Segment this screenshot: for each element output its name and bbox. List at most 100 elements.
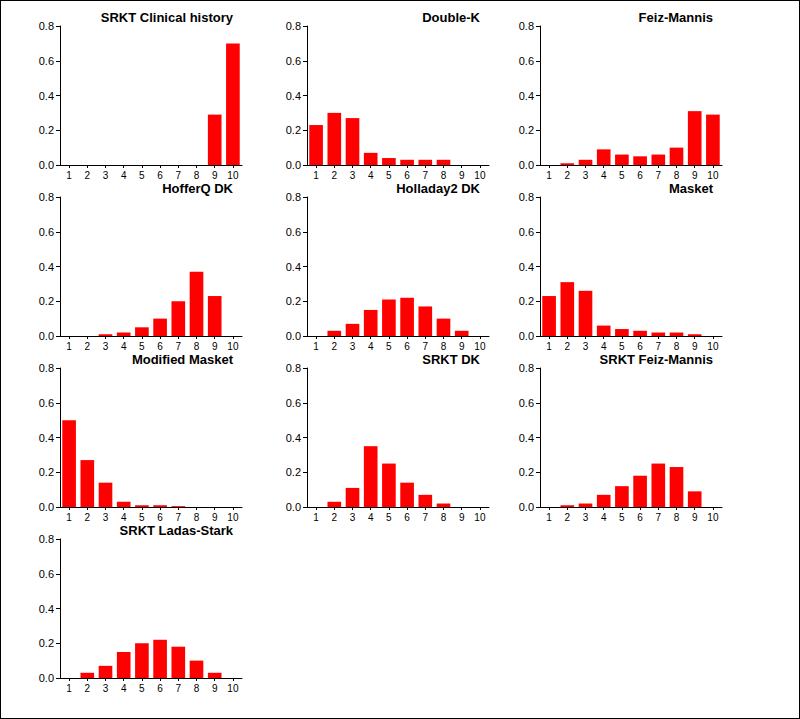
svg-text:0.4: 0.4: [286, 261, 301, 273]
svg-text:0.4: 0.4: [519, 261, 534, 273]
svg-text:4: 4: [121, 170, 127, 181]
svg-text:4: 4: [601, 170, 607, 181]
svg-text:2: 2: [332, 170, 338, 181]
svg-text:0.8: 0.8: [39, 20, 54, 32]
svg-text:5: 5: [386, 170, 392, 181]
svg-text:0.2: 0.2: [519, 295, 534, 307]
svg-text:8: 8: [441, 170, 447, 181]
svg-text:9: 9: [212, 512, 218, 523]
svg-text:10: 10: [227, 683, 239, 694]
svg-text:5: 5: [386, 512, 392, 523]
svg-text:8: 8: [674, 512, 680, 523]
svg-text:8: 8: [194, 512, 200, 523]
svg-text:6: 6: [157, 170, 163, 181]
svg-text:6: 6: [404, 170, 410, 181]
svg-text:0.4: 0.4: [519, 432, 534, 444]
svg-text:8: 8: [674, 341, 680, 352]
svg-text:0.2: 0.2: [39, 466, 54, 478]
svg-text:7: 7: [423, 170, 429, 181]
svg-text:8: 8: [441, 512, 447, 523]
svg-text:0.6: 0.6: [519, 397, 534, 409]
svg-text:1: 1: [546, 170, 552, 181]
svg-text:4: 4: [121, 683, 127, 694]
svg-text:0.8: 0.8: [519, 362, 534, 374]
svg-text:3: 3: [583, 512, 589, 523]
svg-text:0.4: 0.4: [39, 261, 54, 273]
svg-text:4: 4: [121, 341, 127, 352]
svg-text:0.8: 0.8: [519, 20, 534, 32]
svg-text:4: 4: [601, 512, 607, 523]
svg-text:0.0: 0.0: [39, 501, 54, 513]
svg-text:0.0: 0.0: [286, 159, 301, 171]
svg-text:0.0: 0.0: [286, 501, 301, 513]
svg-text:1: 1: [313, 512, 319, 523]
svg-text:1: 1: [546, 341, 552, 352]
svg-text:7: 7: [176, 341, 182, 352]
svg-text:5: 5: [139, 512, 145, 523]
svg-text:2: 2: [565, 170, 571, 181]
svg-text:SRKT Clinical history: SRKT Clinical history: [101, 10, 234, 25]
svg-text:0.6: 0.6: [286, 55, 301, 67]
svg-text:6: 6: [637, 341, 643, 352]
svg-text:10: 10: [227, 170, 239, 181]
svg-text:6: 6: [157, 512, 163, 523]
svg-text:10: 10: [474, 512, 486, 523]
svg-text:10: 10: [227, 341, 239, 352]
svg-text:0.6: 0.6: [286, 397, 301, 409]
svg-text:0.8: 0.8: [286, 362, 301, 374]
svg-text:3: 3: [583, 170, 589, 181]
svg-text:0.2: 0.2: [39, 124, 54, 136]
svg-text:3: 3: [103, 512, 109, 523]
svg-text:0.0: 0.0: [286, 330, 301, 342]
svg-text:0.6: 0.6: [39, 226, 54, 238]
svg-text:4: 4: [368, 170, 374, 181]
svg-text:Holladay2 DK: Holladay2 DK: [396, 181, 480, 196]
svg-text:5: 5: [139, 683, 145, 694]
svg-text:6: 6: [404, 341, 410, 352]
svg-text:8: 8: [441, 341, 447, 352]
svg-text:0.0: 0.0: [519, 501, 534, 513]
svg-text:0.6: 0.6: [286, 226, 301, 238]
svg-text:10: 10: [474, 170, 486, 181]
svg-text:3: 3: [350, 170, 356, 181]
svg-text:0.6: 0.6: [519, 226, 534, 238]
svg-text:HofferQ DK: HofferQ DK: [162, 181, 233, 196]
svg-text:0.6: 0.6: [39, 568, 54, 580]
svg-text:9: 9: [459, 170, 465, 181]
svg-text:7: 7: [656, 341, 662, 352]
svg-text:1: 1: [66, 512, 72, 523]
svg-text:9: 9: [692, 170, 698, 181]
svg-text:7: 7: [176, 683, 182, 694]
svg-text:7: 7: [423, 341, 429, 352]
svg-text:8: 8: [674, 170, 680, 181]
svg-text:SRKT Feiz-Mannis: SRKT Feiz-Mannis: [600, 352, 713, 367]
svg-text:0.0: 0.0: [519, 330, 534, 342]
svg-text:0.4: 0.4: [39, 432, 54, 444]
svg-text:0.2: 0.2: [286, 124, 301, 136]
svg-text:3: 3: [103, 683, 109, 694]
svg-text:9: 9: [459, 512, 465, 523]
svg-text:3: 3: [583, 341, 589, 352]
svg-text:5: 5: [619, 170, 625, 181]
svg-text:4: 4: [121, 512, 127, 523]
svg-text:8: 8: [194, 341, 200, 352]
svg-text:1: 1: [66, 170, 72, 181]
svg-text:2: 2: [85, 341, 91, 352]
svg-text:1: 1: [546, 512, 552, 523]
svg-text:0.8: 0.8: [286, 20, 301, 32]
svg-text:2: 2: [85, 683, 91, 694]
svg-text:8: 8: [194, 683, 200, 694]
svg-text:0.0: 0.0: [39, 330, 54, 342]
svg-text:7: 7: [656, 170, 662, 181]
svg-text:0.2: 0.2: [39, 637, 54, 649]
svg-text:3: 3: [103, 170, 109, 181]
svg-text:Masket: Masket: [669, 181, 714, 196]
svg-text:0.0: 0.0: [39, 159, 54, 171]
svg-text:0.8: 0.8: [39, 533, 54, 545]
svg-text:8: 8: [194, 170, 200, 181]
svg-text:3: 3: [350, 512, 356, 523]
svg-text:Double-K: Double-K: [422, 10, 480, 25]
svg-text:6: 6: [157, 341, 163, 352]
svg-text:SRKT DK: SRKT DK: [422, 352, 480, 367]
svg-text:6: 6: [404, 512, 410, 523]
